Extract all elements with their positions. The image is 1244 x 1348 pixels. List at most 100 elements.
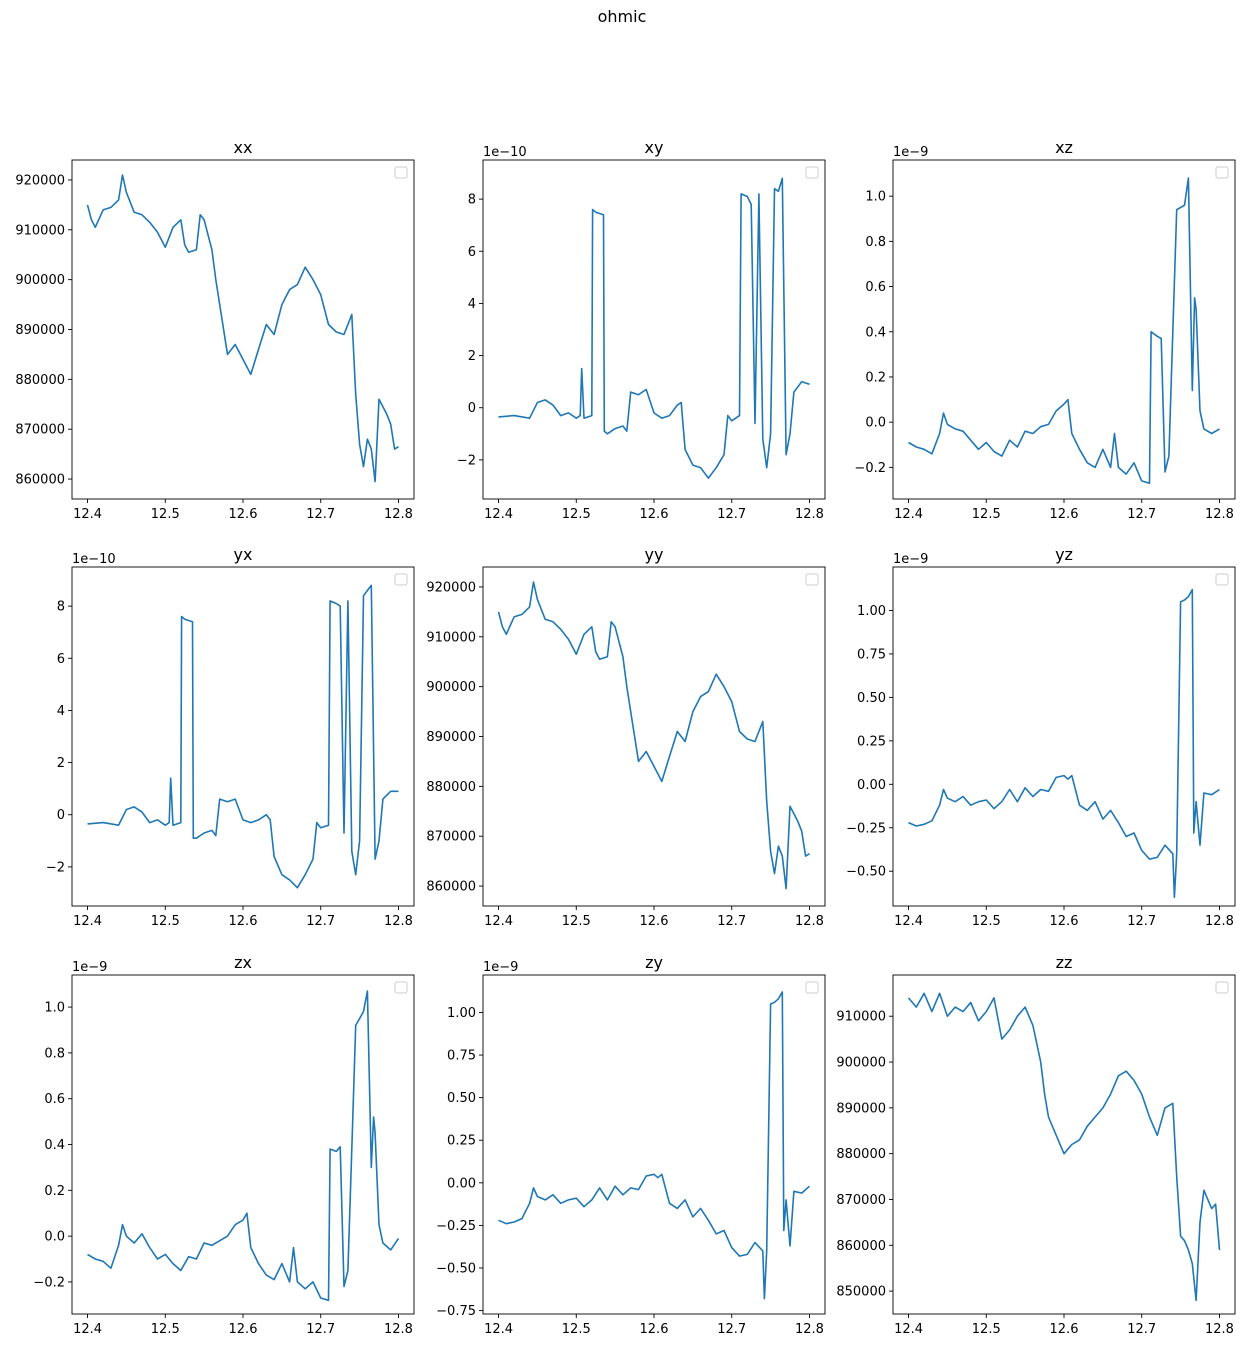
y-tick-label: 870000 <box>15 423 65 438</box>
y-tick-label: 0.75 <box>447 1049 476 1064</box>
scale-offset-label: 1e−9 <box>893 552 928 567</box>
y-tick-label: 880000 <box>836 1147 886 1162</box>
x-tick-label: 12.8 <box>384 507 413 522</box>
y-tick-label: 1.0 <box>44 1001 65 1016</box>
x-tick-label: 12.7 <box>717 507 746 522</box>
x-tick-label: 12.7 <box>717 1322 746 1337</box>
y-tick-label: 4 <box>468 297 476 312</box>
y-tick-label: 900000 <box>836 1056 886 1071</box>
y-tick-label: 8 <box>468 193 476 208</box>
x-tick-label: 12.5 <box>562 914 591 929</box>
x-tick-label: 12.4 <box>484 914 513 929</box>
y-tick-label: 0.8 <box>44 1046 65 1061</box>
y-tick-label: 2 <box>468 349 476 364</box>
x-tick-label: 12.7 <box>306 507 335 522</box>
series-line <box>498 177 810 479</box>
series-line <box>907 992 1221 1302</box>
y-tick-label: 0.75 <box>857 647 886 662</box>
x-tick-label: 12.5 <box>972 1322 1001 1337</box>
axes-frame <box>892 974 1236 1315</box>
series-line <box>498 991 811 1300</box>
x-tick-label: 12.6 <box>640 1322 669 1337</box>
subplot-title: xx <box>234 138 253 157</box>
y-tick-label: 0.8 <box>865 235 886 250</box>
series-line <box>908 588 1220 899</box>
y-tick-label: −0.25 <box>436 1219 476 1234</box>
y-tick-label: 0.25 <box>857 734 886 749</box>
legend-box <box>394 573 408 586</box>
x-tick-label: 12.6 <box>640 507 669 522</box>
x-tick-label: 12.6 <box>1050 507 1079 522</box>
legend-box <box>1215 166 1229 179</box>
x-tick-label: 12.7 <box>717 914 746 929</box>
y-tick-label: 0.0 <box>865 416 886 431</box>
subplot-title: zz <box>1056 953 1073 972</box>
x-tick-label: 12.7 <box>306 914 335 929</box>
scale-offset-label: 1e−10 <box>483 145 527 160</box>
y-tick-label: −2 <box>46 860 65 875</box>
y-tick-label: 0 <box>468 401 476 416</box>
subplot-title: xy <box>645 138 664 157</box>
y-tick-label: 900000 <box>426 680 476 695</box>
x-tick-label: 12.8 <box>795 1322 824 1337</box>
y-tick-label: −0.75 <box>436 1304 476 1319</box>
y-tick-label: 0.2 <box>865 370 886 385</box>
series-line <box>908 177 1220 484</box>
x-tick-label: 12.8 <box>384 914 413 929</box>
x-tick-label: 12.8 <box>384 1322 413 1337</box>
figure-title: ohmic <box>597 7 647 26</box>
scale-offset-label: 1e−9 <box>483 960 518 975</box>
y-tick-label: −2 <box>457 453 476 468</box>
y-tick-label: 890000 <box>15 323 65 338</box>
x-tick-label: 12.6 <box>1050 914 1079 929</box>
x-tick-label: 12.6 <box>229 914 258 929</box>
x-tick-label: 12.5 <box>151 914 180 929</box>
legend-box <box>1215 573 1229 586</box>
scale-offset-label: 1e−10 <box>72 552 116 567</box>
y-tick-label: 910000 <box>426 630 476 645</box>
y-tick-label: 1.00 <box>857 604 886 619</box>
y-tick-label: 6 <box>57 652 65 667</box>
x-tick-label: 12.8 <box>1205 507 1234 522</box>
legend-box <box>394 166 408 179</box>
y-tick-label: 4 <box>57 704 65 719</box>
x-tick-label: 12.7 <box>1127 1322 1156 1337</box>
y-tick-label: 910000 <box>15 223 65 238</box>
y-tick-label: 1.0 <box>865 190 886 205</box>
y-tick-label: 0.00 <box>857 778 886 793</box>
legend-box <box>394 981 408 994</box>
series-line <box>497 581 810 890</box>
x-tick-label: 12.8 <box>795 507 824 522</box>
y-tick-label: 880000 <box>426 780 476 795</box>
x-tick-label: 12.4 <box>894 1322 923 1337</box>
y-tick-label: 0 <box>57 808 65 823</box>
subplot-title: yx <box>234 545 253 564</box>
x-tick-label: 12.6 <box>640 914 669 929</box>
y-tick-label: −0.50 <box>436 1262 476 1277</box>
x-tick-label: 12.5 <box>562 1322 591 1337</box>
subplot-title: zx <box>234 953 252 972</box>
x-tick-label: 12.6 <box>229 1322 258 1337</box>
y-tick-label: 850000 <box>836 1285 886 1300</box>
y-tick-label: 0.50 <box>447 1091 476 1106</box>
y-tick-label: 920000 <box>426 580 476 595</box>
y-tick-label: −0.25 <box>846 821 886 836</box>
y-tick-label: 860000 <box>836 1239 886 1254</box>
y-tick-label: 0.25 <box>447 1134 476 1149</box>
y-tick-label: 6 <box>468 245 476 260</box>
y-tick-label: 890000 <box>426 730 476 745</box>
x-tick-label: 12.8 <box>1205 1322 1234 1337</box>
series-line <box>87 584 399 889</box>
y-tick-label: 860000 <box>426 880 476 895</box>
legend-box <box>805 573 819 586</box>
y-tick-label: 2 <box>57 756 65 771</box>
x-tick-label: 12.4 <box>73 914 102 929</box>
x-tick-label: 12.7 <box>1127 914 1156 929</box>
